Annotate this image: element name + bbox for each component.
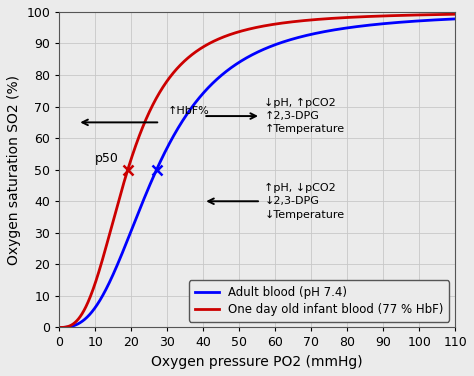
- Adult blood (pH 7.4): [238, 59, 244, 63]
- Adult blood (pH 7.4): [249, 53, 255, 57]
- Adult blood (pH 7.4): [441, 17, 447, 22]
- X-axis label: Oxygen pressure PO2 (mmHg): Oxygen pressure PO2 (mmHg): [152, 355, 363, 369]
- Adult blood (pH 7.4): [452, 17, 458, 21]
- Adult blood (pH 7.4): [441, 17, 447, 22]
- Line: One day old infant blood (77 % HbF): One day old infant blood (77 % HbF): [59, 14, 455, 327]
- Text: ↑pH, ↓pCO2
↓2,3-DPG
↓Temperature: ↑pH, ↓pCO2 ↓2,3-DPG ↓Temperature: [264, 183, 345, 220]
- Adult blood (pH 7.4): [368, 23, 374, 27]
- Text: ↑HbF%: ↑HbF%: [167, 106, 209, 116]
- Line: Adult blood (pH 7.4): Adult blood (pH 7.4): [59, 19, 455, 327]
- Y-axis label: Oxygen saturation SO2 (%): Oxygen saturation SO2 (%): [7, 75, 21, 265]
- One day old infant blood (77 % HbF): [56, 325, 62, 330]
- One day old infant blood (77 % HbF): [77, 315, 82, 320]
- One day old infant blood (77 % HbF): [452, 12, 458, 17]
- Adult blood (pH 7.4): [56, 325, 62, 330]
- One day old infant blood (77 % HbF): [441, 12, 447, 17]
- One day old infant blood (77 % HbF): [238, 29, 244, 33]
- One day old infant blood (77 % HbF): [441, 12, 447, 17]
- One day old infant blood (77 % HbF): [368, 14, 374, 19]
- Legend: Adult blood (pH 7.4), One day old infant blood (77 % HbF): Adult blood (pH 7.4), One day old infant…: [189, 280, 449, 321]
- Text: ↓pH, ↑pCO2
↑2,3-DPG
↑Temperature: ↓pH, ↑pCO2 ↑2,3-DPG ↑Temperature: [264, 98, 345, 134]
- Adult blood (pH 7.4): [77, 321, 82, 325]
- Text: p50: p50: [95, 152, 119, 165]
- One day old infant blood (77 % HbF): [249, 26, 255, 31]
